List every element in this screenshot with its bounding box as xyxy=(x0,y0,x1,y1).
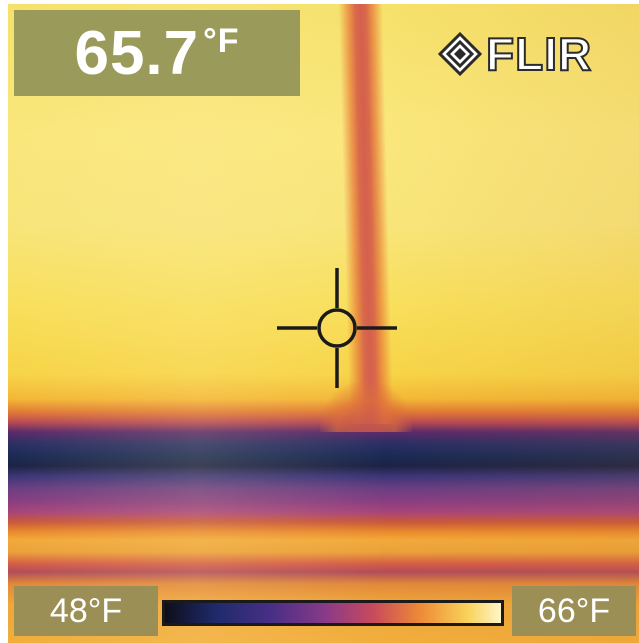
temperature-scale-bar: 48°F 66°F xyxy=(8,586,639,643)
thermal-image xyxy=(8,4,639,643)
flir-logo: FLIR xyxy=(438,24,592,84)
spot-temperature-value: 65.7 xyxy=(74,18,200,88)
scale-max-label: 66°F xyxy=(512,586,636,636)
spot-temperature-unit: °F xyxy=(203,21,240,60)
crosshair-icon xyxy=(277,268,397,388)
stripe-base-glow xyxy=(320,382,412,432)
color-palette-gradient xyxy=(162,600,504,626)
flir-diamond-icon xyxy=(438,32,482,76)
spot-temperature-box: 65.7 °F xyxy=(14,10,300,96)
scale-min-label: 48°F xyxy=(14,586,158,636)
thermal-background xyxy=(8,4,639,643)
thermal-shading xyxy=(8,4,639,643)
flir-logo-text: FLIR xyxy=(485,27,593,81)
spot-temperature-readout: 65.7 °F xyxy=(74,18,239,89)
